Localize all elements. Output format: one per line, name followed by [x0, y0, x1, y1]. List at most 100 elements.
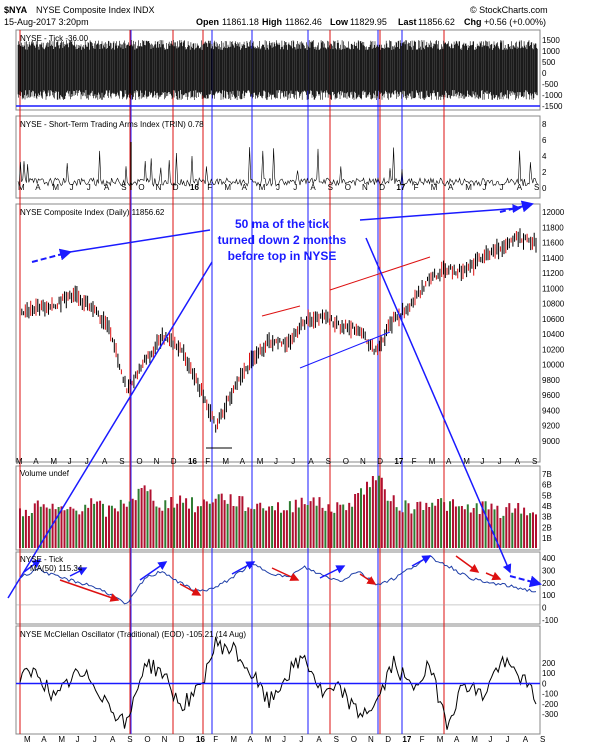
- trin-line: [17, 147, 538, 187]
- price-ytick: 11400: [542, 254, 564, 263]
- price-ytick: 9400: [542, 407, 560, 416]
- x-axis-label: M: [16, 457, 23, 466]
- header-name: NYSE Composite Index INDX: [36, 5, 155, 15]
- x-axis-label: J: [291, 457, 295, 466]
- header-date: 15-Aug-2017 3:20pm: [4, 17, 89, 27]
- x-axis-label: J: [85, 457, 89, 466]
- x-axis-label: M: [437, 735, 444, 744]
- price-trend-arrow-line: [69, 229, 211, 253]
- header-symbol: $NYA: [4, 5, 28, 15]
- tickma-panel-label: NYSE - Tick: [20, 555, 64, 564]
- trin-panel: [15, 115, 541, 199]
- price-ytick: 10000: [542, 361, 565, 370]
- header-high: 11862.46: [285, 17, 322, 27]
- tickma-dashed-arrow: [509, 575, 542, 588]
- header-open-label: Open: [196, 17, 219, 27]
- blue-arrow: [139, 561, 168, 581]
- x-axis-label: 17: [402, 735, 411, 744]
- annotation-line: before top in NYSE: [228, 249, 337, 263]
- x-axis-label: J: [500, 183, 504, 192]
- x-axis-label: J: [498, 457, 502, 466]
- tick-ytick: -500: [542, 80, 559, 89]
- header-last: 11856.62: [418, 17, 455, 27]
- x-axis-label: A: [523, 735, 529, 744]
- price-ytick: 9000: [542, 437, 560, 446]
- x-axis-label: O: [345, 183, 351, 192]
- price-ytick: 10600: [542, 315, 565, 324]
- mco-ytick: 100: [542, 669, 556, 678]
- x-axis-label: O: [136, 457, 142, 466]
- mco-ytick: 200: [542, 659, 556, 668]
- volume-ytick: 5B: [542, 491, 552, 500]
- price-ytick: 10400: [542, 330, 565, 339]
- x-axis-label: O: [351, 735, 357, 744]
- price-ytick: 11200: [542, 269, 564, 278]
- red-arrow: [179, 583, 202, 596]
- mco-panel-label: NYSE McClellan Oscillator (Traditional) …: [20, 630, 246, 639]
- x-axis-label: A: [446, 457, 452, 466]
- annotation-text: 50 ma of the tick turned down 2 months bef…: [218, 217, 347, 263]
- x-axis-label: J: [87, 183, 91, 192]
- red-arrow: [359, 573, 377, 585]
- x-axis-label: O: [343, 457, 349, 466]
- annotation-pointer-left: [7, 261, 213, 599]
- blue-arrow: [231, 561, 256, 575]
- tickma-panel: [15, 551, 541, 625]
- volume-ytick: 4B: [542, 502, 552, 511]
- x-axis-label: S: [534, 183, 539, 192]
- tickma-ytick: -100: [542, 616, 559, 625]
- x-axis-label: M: [463, 457, 470, 466]
- tick-bars: [17, 40, 538, 100]
- tick-ytick: 500: [542, 58, 556, 67]
- x-axis-label: A: [102, 457, 108, 466]
- price-trend-red-1: [261, 305, 301, 317]
- header-low-label: Low: [330, 17, 349, 27]
- x-axis-label: M: [257, 457, 264, 466]
- x-axis-label: J: [299, 735, 303, 744]
- x-axis-label: A: [454, 735, 460, 744]
- volume-ytick: 2B: [542, 523, 552, 532]
- x-axis-label: F: [414, 183, 419, 192]
- x-axis-label: J: [93, 735, 97, 744]
- x-axis-label: S: [119, 457, 124, 466]
- x-axis-label: N: [362, 183, 368, 192]
- price-bars-red: [19, 231, 533, 430]
- x-axis-label: F: [412, 457, 417, 466]
- red-arrow: [485, 571, 502, 581]
- price-ytick: 9800: [542, 376, 560, 385]
- x-axis-label: J: [482, 183, 486, 192]
- price-ytick: 10800: [542, 300, 565, 309]
- x-axis-label: S: [532, 457, 537, 466]
- volume-bars-red: [19, 476, 537, 548]
- tickma-ytick: 100: [542, 591, 556, 600]
- mco-ytick: 0: [542, 679, 547, 688]
- x-axis-label: N: [368, 735, 374, 744]
- volume-ytick: 7B: [542, 470, 552, 479]
- price-ytick: 12000: [542, 208, 565, 217]
- x-axis-label: A: [104, 183, 110, 192]
- price-ytick: 11000: [542, 284, 564, 293]
- blue-arrow: [411, 555, 432, 567]
- x-axis-label: A: [308, 457, 314, 466]
- tickma-ytick: 0: [542, 604, 547, 613]
- x-axis-label: A: [35, 183, 41, 192]
- x-axis-label: D: [379, 183, 385, 192]
- volume-ytick: 1B: [542, 534, 552, 543]
- x-axis-label: S: [328, 183, 333, 192]
- x-axis-label: A: [515, 457, 521, 466]
- header-chg-label: Chg: [464, 17, 482, 27]
- tick-panel-label: NYSE - Tick -36.00: [20, 34, 89, 43]
- x-axis-label: J: [488, 735, 492, 744]
- x-axis-label: D: [171, 457, 177, 466]
- x-axis-label: M: [259, 183, 266, 192]
- x-axis-label: F: [205, 457, 210, 466]
- header-high-label: High: [262, 17, 282, 27]
- tickma-ytick: 400: [542, 554, 556, 563]
- price-top-arrow: [359, 204, 522, 221]
- trin-ytick: 0: [542, 184, 547, 193]
- tick-ytick: 0: [542, 69, 547, 78]
- x-axis-label: J: [293, 183, 297, 192]
- volume-bars-green: [22, 475, 532, 548]
- x-axis-label: M: [52, 183, 59, 192]
- x-axis-label: J: [68, 457, 72, 466]
